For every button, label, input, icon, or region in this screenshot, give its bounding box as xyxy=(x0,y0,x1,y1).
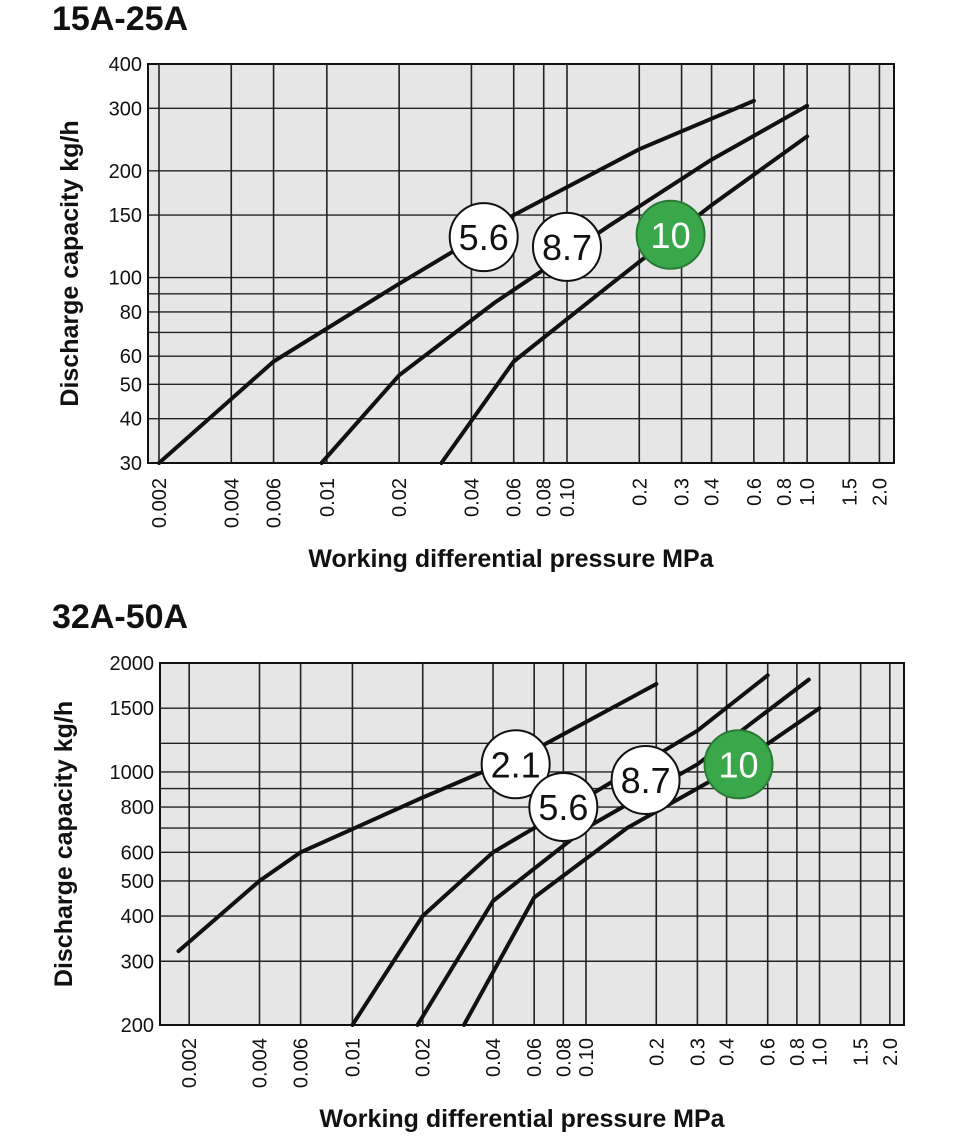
y-tick-label: 2000 xyxy=(110,653,155,675)
x-tick-label: 0.4 xyxy=(702,478,724,506)
x-tick-label: 0.08 xyxy=(553,1038,575,1077)
series-badge-10: 10 xyxy=(703,729,774,800)
chart-panel-32a-50a: 32A-50A 2000 1500 1000 800 600 500 400 300 200 0.… xyxy=(0,592,977,1147)
y-tick-label: 1000 xyxy=(110,762,155,784)
x-tick-label: 0.01 xyxy=(317,478,339,517)
x-tick-label: 0.02 xyxy=(413,1038,435,1077)
x-tick-label: 1.5 xyxy=(839,478,861,506)
badge-text: 8.7 xyxy=(542,227,592,268)
x-tick-label: 0.004 xyxy=(249,1038,271,1088)
x-tick-label: 1.5 xyxy=(851,1038,873,1066)
y-tick-label: 800 xyxy=(121,797,154,819)
y-tick-label: 200 xyxy=(109,161,142,183)
badge-circle xyxy=(480,729,551,800)
badge-text: 10 xyxy=(719,744,759,785)
x-tick-label: 1.0 xyxy=(810,1038,832,1066)
x-tick-label: 0.002 xyxy=(149,478,171,528)
badge-text: 5.6 xyxy=(538,787,588,828)
x-tick-label: 0.06 xyxy=(524,1038,546,1077)
x-tick-label: 0.6 xyxy=(744,478,766,506)
y-axis-label: Discharge capacity kg/h xyxy=(56,120,84,406)
plot-area xyxy=(147,63,895,464)
left-margin-strip xyxy=(0,0,48,1147)
x-tick-label: 0.10 xyxy=(576,1038,598,1077)
badge-circle xyxy=(528,772,599,843)
series-badge-2-1: 2.1 xyxy=(480,729,551,800)
series-badge-5-6: 5.6 xyxy=(448,202,519,273)
plot-area xyxy=(159,662,905,1026)
badge-circle xyxy=(531,211,602,282)
x-tick-label: 0.3 xyxy=(672,478,694,506)
series-badge-8-7: 8.7 xyxy=(610,745,681,816)
discharge-capacity-chart-15a-25a: 400 300 200 150 100 80 60 50 40 30 0.002 0.004 0.006… xyxy=(56,54,895,573)
y-tick-label: 100 xyxy=(109,268,142,290)
y-tick-label: 500 xyxy=(121,871,154,893)
y-tick-label: 300 xyxy=(121,951,154,973)
x-tick-label: 0.8 xyxy=(787,1038,809,1066)
badge-circle xyxy=(448,202,519,273)
x-tick-label: 0.04 xyxy=(483,1038,505,1077)
y-tick-label: 400 xyxy=(109,54,142,76)
y-tick-label: 600 xyxy=(121,842,154,864)
series-curve-2-1 xyxy=(176,682,659,954)
chart-title: 32A-50A xyxy=(52,598,189,636)
y-axis-label: Discharge capacity kg/h xyxy=(50,701,78,987)
badge-text: 5.6 xyxy=(459,217,509,258)
y-tick-label: 40 xyxy=(120,409,142,431)
x-tick-label: 0.6 xyxy=(758,1038,780,1066)
badge-text: 2.1 xyxy=(491,744,541,785)
x-tick-label: 0.01 xyxy=(342,1038,364,1077)
badge-text: 8.7 xyxy=(621,760,671,801)
x-tick-label: 0.04 xyxy=(461,478,483,517)
x-tick-label: 0.006 xyxy=(264,478,286,528)
x-tick-label: 0.2 xyxy=(646,1038,668,1066)
x-tick-label: 2.0 xyxy=(880,1038,902,1066)
y-tick-label: 60 xyxy=(120,346,142,368)
x-tick-label: 0.02 xyxy=(389,478,411,517)
badge-circle xyxy=(610,745,681,816)
x-tick-label: 0.3 xyxy=(687,1038,709,1066)
y-tick-label: 30 xyxy=(120,453,142,475)
y-tick-label: 50 xyxy=(120,374,142,396)
series-badge-5-6: 5.6 xyxy=(528,772,599,843)
badge-circle xyxy=(635,199,706,270)
y-tick-label: 400 xyxy=(121,906,154,928)
x-tick-label: 0.06 xyxy=(504,478,526,517)
x-tick-label: 1.0 xyxy=(797,478,819,506)
x-tick-label: 0.002 xyxy=(179,1038,201,1088)
y-tick-label: 1500 xyxy=(110,698,155,720)
y-tick-label: 200 xyxy=(121,1015,154,1037)
y-tick-label: 150 xyxy=(109,205,142,227)
chart-panel-15a-25a: 15A-25A 400 300 200 150 100 80 60 50 40 30 0.002 0.… xyxy=(52,0,895,573)
series-badge-8-7: 8.7 xyxy=(531,211,602,282)
x-tick-label: 0.2 xyxy=(629,478,651,506)
x-axis-label: Working differential pressure MPa xyxy=(319,1105,725,1133)
series-badge-10: 10 xyxy=(635,199,706,270)
x-tick-label: 0.004 xyxy=(221,478,243,528)
x-tick-label: 0.10 xyxy=(557,478,579,517)
badge-circle xyxy=(703,729,774,800)
x-axis-label: Working differential pressure MPa xyxy=(308,545,714,573)
discharge-capacity-chart-32a-50a: 2000 1500 1000 800 600 500 400 300 200 0.002 0.004… xyxy=(50,653,905,1133)
chart-title: 15A-25A xyxy=(52,0,189,38)
badge-text: 10 xyxy=(651,215,691,256)
x-tick-label: 0.8 xyxy=(774,478,796,506)
x-tick-label: 0.08 xyxy=(534,478,556,517)
x-tick-label: 0.006 xyxy=(291,1038,313,1088)
y-tick-label: 80 xyxy=(120,302,142,324)
x-tick-label: 0.4 xyxy=(717,1038,739,1066)
x-tick-label: 2.0 xyxy=(869,478,891,506)
y-tick-label: 300 xyxy=(109,98,142,120)
series-curve-10 xyxy=(439,134,810,465)
